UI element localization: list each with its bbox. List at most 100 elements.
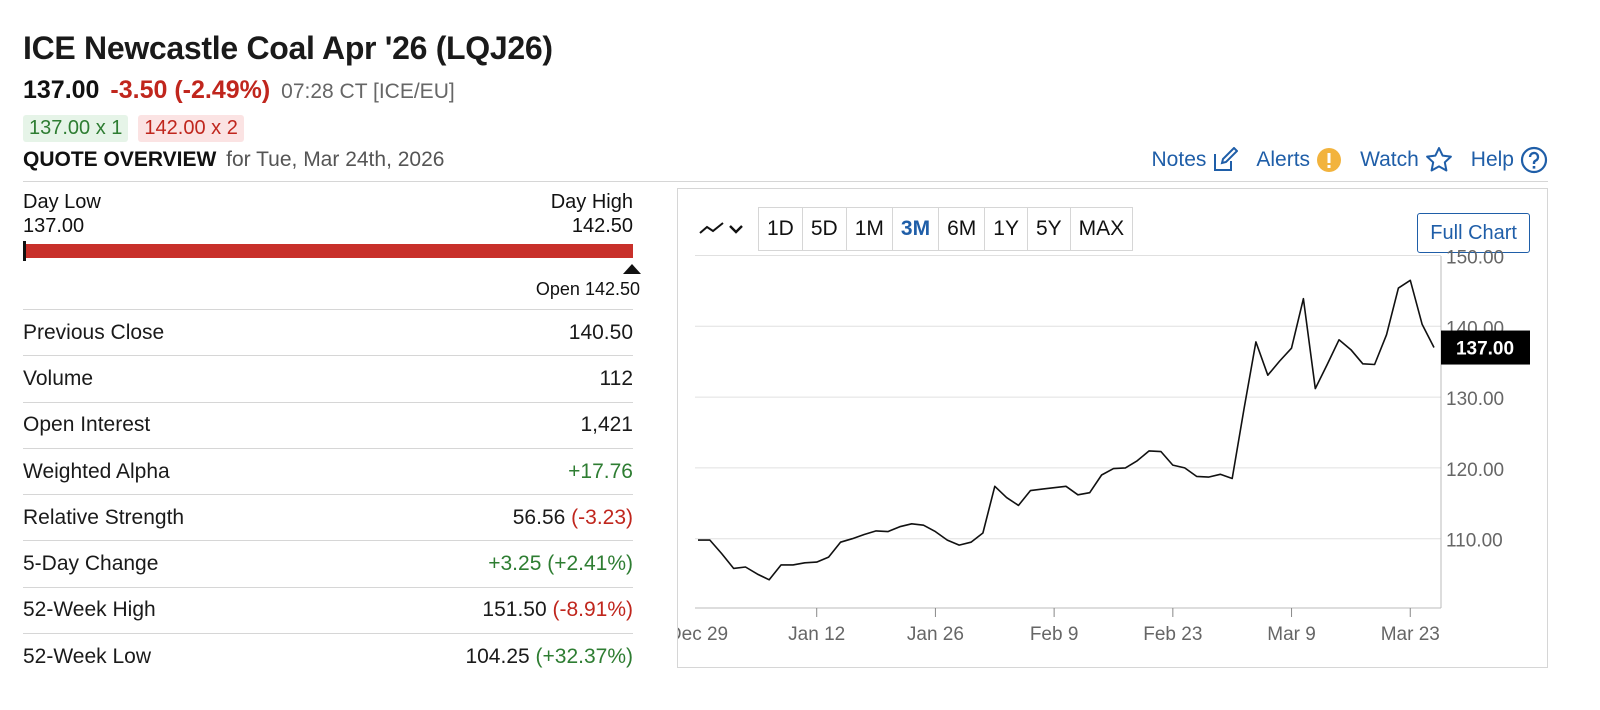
stat-value: 112 — [600, 367, 633, 391]
stat-row: Volume 112 — [23, 355, 633, 401]
quote-overview-date: for Tue, Mar 24th, 2026 — [226, 148, 445, 171]
help-label: Help — [1470, 148, 1514, 171]
chevron-down-icon — [729, 225, 743, 234]
watch-button[interactable]: Watch — [1360, 146, 1453, 174]
period-6m[interactable]: 6M — [939, 208, 986, 250]
price-line: 137.00 -3.50 (-2.49%) 07:28 CT [ICE/EU] — [23, 76, 455, 105]
chart-type-selector[interactable] — [698, 219, 744, 239]
stat-row: Relative Strength 56.56 (-3.23) — [23, 494, 633, 540]
last-price-box — [1441, 330, 1530, 365]
stat-label: Previous Close — [23, 320, 165, 344]
open-marker — [623, 264, 641, 274]
x-tick-label: Dec 29 — [678, 624, 728, 645]
stat-value-main: 1,421 — [580, 413, 633, 437]
stat-delta: (-3.23) — [565, 505, 633, 529]
stat-label: Weighted Alpha — [23, 459, 170, 483]
period-3m[interactable]: 3M — [893, 208, 940, 250]
period-max[interactable]: MAX — [1078, 217, 1125, 240]
x-tick-label: Mar 23 — [1381, 624, 1440, 645]
line-chart-icon — [699, 222, 724, 234]
period-5y[interactable]: 5Y — [1028, 208, 1071, 250]
stat-delta: (-8.91%) — [546, 598, 633, 622]
period-5d[interactable]: 5D — [803, 208, 847, 250]
stats-table: Previous Close 140.50 Volume 112 Open Intere… — [23, 309, 633, 679]
day-high-value: 142.50 — [571, 215, 633, 237]
y-tick-label: 120.00 — [1446, 460, 1504, 481]
period-selector: 1D 5D 1M 3M 6M 1Y 5Y MAX — [758, 207, 1134, 251]
stat-row: 52-Week High 151.50 (-8.91%) — [23, 586, 633, 633]
period-1d[interactable]: 1D — [759, 208, 803, 250]
stat-label: 52-Week Low — [23, 644, 152, 668]
day-range: Day Low Day High 137.00 142.50 — [23, 190, 633, 261]
x-tick-label: Jan 26 — [907, 624, 964, 645]
star-icon — [1425, 147, 1452, 172]
edit-icon — [1214, 147, 1239, 171]
stat-row: 5-Day Change +3.25 (+2.41%) — [23, 540, 633, 586]
alerts-label: Alerts — [1256, 148, 1311, 171]
x-tick-label: Feb 23 — [1143, 624, 1202, 645]
stat-row: Previous Close 140.50 — [23, 309, 633, 355]
last-price-marker — [23, 241, 26, 261]
stat-value-main: 151.50 — [482, 598, 547, 622]
y-tick-label: 130.00 — [1446, 389, 1504, 410]
stat-delta: (+32.37%) — [529, 644, 633, 668]
help-button[interactable]: Help — [1471, 146, 1548, 174]
day-high-label: Day High — [550, 191, 633, 213]
stat-value-main: 56.56 — [512, 505, 566, 529]
y-tick-label: 150.00 — [1446, 248, 1504, 269]
stat-row: Weighted Alpha +17.76 — [23, 447, 633, 494]
x-tick-label: Feb 9 — [1030, 624, 1079, 645]
x-tick-label: Jan 12 — [788, 624, 845, 645]
day-range-bar — [23, 241, 633, 261]
stat-value-main: 104.25 — [465, 644, 530, 668]
stat-label: Relative Strength — [23, 505, 185, 529]
stat-value: +3.25 (+2.41%) — [488, 552, 633, 576]
stat-value: 140.50 — [569, 321, 633, 345]
day-low-label: Day Low — [23, 191, 101, 213]
open-label: Open 142.50 — [535, 279, 640, 299]
stat-value: 56.56 (-3.23) — [513, 506, 633, 530]
price-line — [698, 279, 1435, 581]
stat-row: Open Interest 1,421 — [23, 401, 633, 448]
stat-value-main: 140.50 — [568, 320, 633, 344]
alerts-button[interactable]: Alerts — [1256, 147, 1342, 173]
stat-value: +17.76 — [568, 460, 633, 484]
stat-label: Volume — [23, 366, 94, 390]
day-low-value: 137.00 — [23, 215, 85, 237]
stat-value: 104.25 (+32.37%) — [465, 645, 633, 669]
stat-row: 52-Week Low 104.25 (+32.37%) — [23, 633, 633, 679]
stat-value: 151.50 (-8.91%) — [482, 598, 633, 622]
x-tick-label: Mar 9 — [1267, 624, 1316, 645]
period-1m[interactable]: 1M — [847, 208, 893, 250]
help-icon — [1520, 146, 1548, 174]
alert-icon — [1317, 148, 1342, 172]
page-toolbar: Notes Alerts Watch Help — [1152, 146, 1548, 174]
header-divider — [23, 181, 1548, 182]
stat-value-main: +17.76 — [568, 459, 633, 483]
quote-time: 07:28 CT [ICE/EU] — [281, 80, 455, 103]
chart-panel: 1D 5D 1M 3M 6M 1Y 5Y MAX Full Chart 150.00 140.0… — [677, 188, 1548, 668]
price-change: -3.50 (-2.49%) — [110, 76, 271, 104]
last-price: 137.00 — [23, 76, 100, 104]
watch-label: Watch — [1360, 148, 1419, 171]
full-chart-button[interactable]: Full Chart — [1417, 213, 1530, 253]
stat-value-main: 112 — [599, 366, 633, 390]
stat-label: Open Interest — [23, 413, 151, 437]
chart-controls: 1D 5D 1M 3M 6M 1Y 5Y MAX — [698, 207, 1134, 251]
bid-ask: 137.00 x 1 142.00 x 2 — [23, 115, 244, 142]
stat-value: 1,421 — [580, 413, 633, 437]
stat-label: 5-Day Change — [23, 552, 159, 576]
last-price-label: 137.00 — [1456, 339, 1514, 360]
notes-button[interactable]: Notes — [1152, 147, 1239, 173]
stat-value-main: +3.25 (+2.41%) — [488, 552, 633, 576]
notes-label: Notes — [1151, 148, 1207, 171]
bid-badge: 137.00 x 1 — [23, 115, 129, 142]
y-tick-label: 110.00 — [1446, 531, 1503, 552]
stat-label: 52-Week High — [23, 598, 156, 622]
quote-overview-heading: QUOTE OVERVIEW for Tue, Mar 24th, 2026 — [23, 148, 444, 172]
period-1y[interactable]: 1Y — [985, 208, 1028, 250]
page-title: ICE Newcastle Coal Apr '26 (LQJ26) — [23, 30, 553, 66]
ask-badge: 142.00 x 2 — [138, 115, 244, 142]
quote-overview-label: QUOTE OVERVIEW — [23, 148, 217, 171]
